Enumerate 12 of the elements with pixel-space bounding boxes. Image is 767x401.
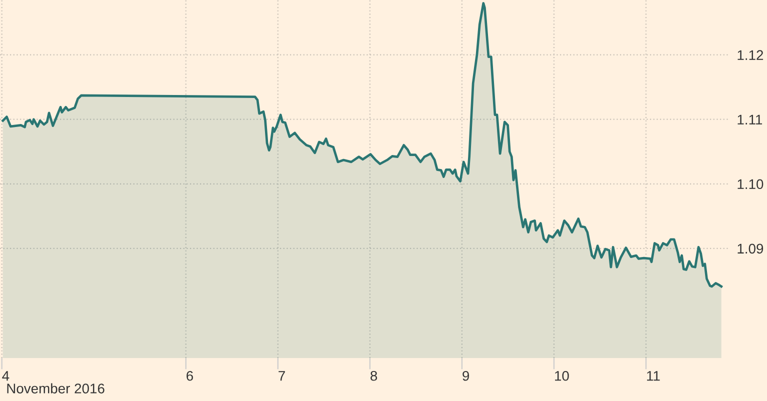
x-tick-label: 8 (370, 370, 378, 381)
x-tick-label: 4 (2, 371, 10, 381)
x-tick-label: 9 (462, 370, 470, 381)
y-tick-label: 1.12 (738, 50, 764, 60)
y-tick-label: 1.11 (738, 114, 762, 124)
y-tick-label: 1.09 (738, 244, 764, 254)
x-tick-label: 11 (647, 371, 660, 381)
x-tick-label: 10 (555, 370, 569, 381)
x-tick-label: 6 (186, 370, 193, 381)
text: November 2016 (7, 383, 104, 394)
x-tick-label: 7 (278, 371, 285, 381)
y-tick-label: 1.10 (738, 179, 764, 190)
